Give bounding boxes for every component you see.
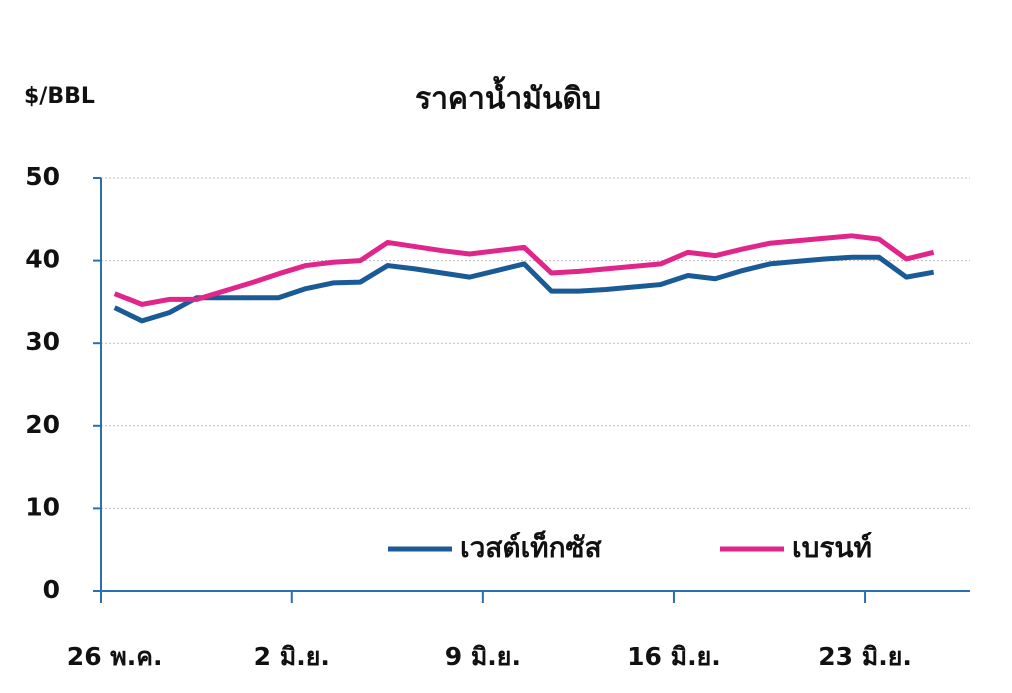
y-tick-label: 0 xyxy=(43,575,60,604)
x-tick-label: 9 มิ.ย. xyxy=(445,642,521,671)
chart-title: ราคาน้ำมันดิบ xyxy=(415,76,601,117)
y-tick-label: 20 xyxy=(25,410,60,439)
x-tick-label: 16 มิ.ย. xyxy=(627,642,721,671)
series-line xyxy=(113,254,935,324)
x-tick-label: 2 มิ.ย. xyxy=(254,642,330,671)
y-tick-label: 40 xyxy=(25,245,60,274)
y-tick-label: 30 xyxy=(25,327,60,356)
y-tick-label: 50 xyxy=(25,162,60,191)
legend-label: เวสต์เท็กซัส xyxy=(460,530,603,564)
legend-label: เบรนท์ xyxy=(792,531,872,564)
y-tick-label: 10 xyxy=(25,492,60,521)
x-tick-label: 23 มิ.ย. xyxy=(818,642,912,671)
x-tick-label: 26 พ.ค. xyxy=(67,642,163,671)
series-line xyxy=(113,233,935,307)
y-axis-label: $/BBL xyxy=(24,84,95,109)
